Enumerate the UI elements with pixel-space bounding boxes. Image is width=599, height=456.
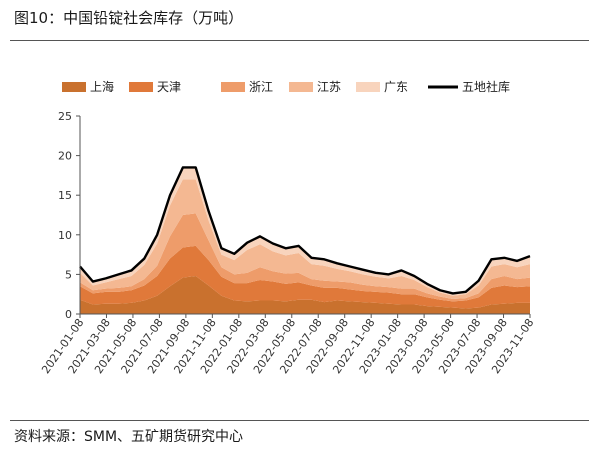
area-series-1 [80, 245, 530, 309]
axes: 05101520252021-01-082021-03-082021-05-08… [39, 110, 536, 376]
y-tick-label: 10 [58, 229, 72, 242]
y-tick-label: 25 [58, 110, 72, 123]
legend-label-0: 上海 [90, 79, 114, 94]
legend-swatch-4 [356, 82, 380, 92]
legend-label-1: 天津 [157, 80, 181, 94]
title-divider [10, 40, 589, 41]
y-tick-label: 20 [58, 150, 72, 163]
legend-swatch-0 [62, 82, 86, 92]
legend-label-4: 广东 [384, 80, 408, 94]
total-line-layer [79, 166, 531, 295]
area-layers [80, 167, 530, 314]
area-series-2 [80, 213, 530, 302]
legend: 上海 天津 浙江 江苏 广东 五地社库 [62, 79, 510, 94]
area-series-0 [80, 275, 530, 314]
y-tick-label: 5 [65, 268, 72, 281]
y-tick-label: 15 [58, 189, 72, 202]
total-series-line [79, 166, 531, 295]
legend-label-2: 浙江 [249, 80, 273, 94]
legend-swatch-1 [129, 82, 153, 92]
legend-label-3: 江苏 [317, 80, 341, 94]
stacked-area-chart: 05101520252021-01-082021-03-082021-05-08… [39, 79, 536, 376]
legend-swatch-3 [289, 82, 313, 92]
source-note: 资料来源：SMM、五矿期货研究中心 [14, 429, 244, 445]
y-tick-label: 0 [65, 308, 72, 321]
figure-title: 图10：中国铅锭社会库存（万吨） [14, 9, 244, 27]
legend-swatch-2 [221, 82, 245, 92]
area-series-3 [80, 179, 530, 299]
source-divider [10, 420, 589, 421]
legend-label-total: 五地社库 [462, 79, 510, 94]
